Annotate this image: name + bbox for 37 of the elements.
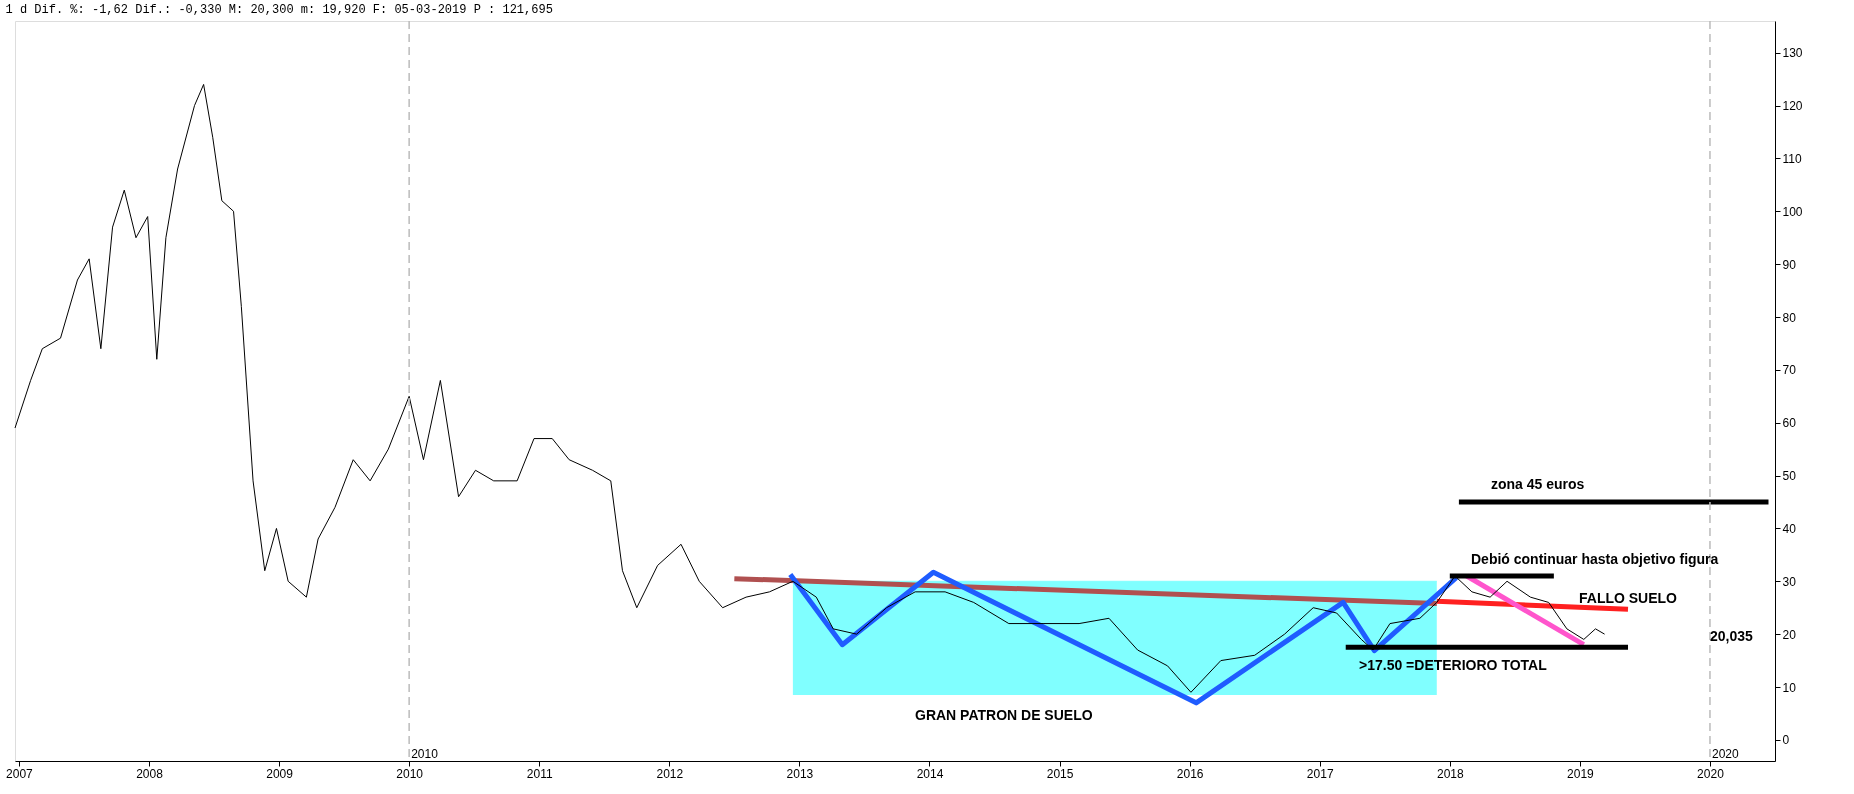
chart-title: 1 d Dif. %: -1,62 Dif.: -0,330 M: 20,300 m: 19,920 F: 05-03-2019 P : 121,695 <box>5 3 553 18</box>
x-tick-label: 2020 <box>1697 766 1725 781</box>
y-tick-label: 10 <box>1782 680 1797 695</box>
x-tick-label: 2009 <box>266 766 294 781</box>
y-tick-label: 30 <box>1782 574 1797 589</box>
y-tick-label: 120 <box>1782 99 1803 114</box>
x-tick-label: 2007 <box>6 766 34 781</box>
y-tick-label: 50 <box>1782 469 1797 484</box>
y-tick-label: 20 <box>1782 627 1797 642</box>
annotation: GRAN PATRON DE SUELO <box>915 707 1093 723</box>
x-tick-label: 2018 <box>1436 766 1464 781</box>
annotation: FALLO SUELO <box>1579 590 1678 606</box>
x-tick-label: 2017 <box>1306 766 1334 781</box>
y-tick-label: 110 <box>1782 151 1802 166</box>
x-tick-label: 2008 <box>136 766 164 781</box>
annotation: Debió continuar hasta objetivo figura <box>1471 551 1719 567</box>
x-tick-label: 2011 <box>526 766 553 781</box>
x-tick-label: 2010 <box>396 766 424 781</box>
x-tick-label: 2014 <box>916 766 944 781</box>
y-tick-label: 80 <box>1782 310 1797 325</box>
x-tick-label: 2013 <box>786 766 814 781</box>
annotation: zona 45 euros <box>1491 476 1585 492</box>
ref-line-label: 2010 <box>411 747 439 761</box>
annotation: 20,035 <box>1710 628 1754 644</box>
annotation: >17.50 =DETERIORO TOTAL <box>1359 657 1548 673</box>
y-tick-label: 40 <box>1782 521 1797 536</box>
y-tick-label: 0 <box>1782 733 1790 748</box>
x-tick-label: 2012 <box>656 766 684 781</box>
y-tick-label: 70 <box>1782 363 1797 378</box>
y-tick-label: 90 <box>1782 257 1797 272</box>
x-tick-label: 2016 <box>1176 766 1204 781</box>
x-tick-label: 2019 <box>1567 766 1595 781</box>
y-tick-label: 100 <box>1782 204 1803 219</box>
y-tick-label: 130 <box>1782 46 1803 61</box>
ref-line-label: 2020 <box>1711 747 1739 761</box>
x-tick-label: 2015 <box>1046 766 1074 781</box>
y-tick-label: 60 <box>1782 416 1797 431</box>
